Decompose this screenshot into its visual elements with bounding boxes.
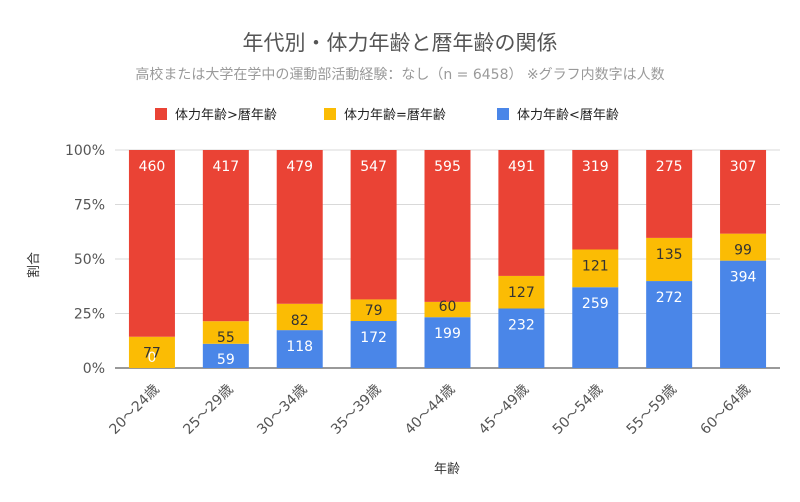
y-tick-label: 50% (74, 252, 105, 268)
bar-segment (202, 343, 249, 368)
y-axis-title: 割合 (26, 252, 42, 278)
bar-segment (276, 150, 323, 304)
bar-segment (350, 321, 397, 368)
chart-title: 年代別・体力年齢と暦年齢の関係 (243, 31, 558, 55)
data-label: 55 (217, 330, 235, 346)
bar-segment (276, 303, 323, 331)
data-label: 460 (139, 159, 166, 175)
x-tick-label: 35～39歳 (328, 382, 384, 438)
x-tick-label: 40～44歳 (402, 382, 458, 438)
data-label: 99 (734, 243, 752, 259)
data-label: 59 (217, 352, 235, 368)
x-tick-label: 25～29歳 (180, 382, 236, 438)
y-tick-label: 75% (74, 198, 105, 214)
bar-segment (202, 321, 249, 344)
bar-segment (424, 317, 471, 368)
bar-segment (572, 150, 619, 250)
bar-segment (720, 233, 767, 261)
data-label: 275 (656, 159, 683, 175)
legend-label: 体力年齢>暦年齢 (175, 108, 277, 123)
x-tick-label: 55～59歳 (624, 382, 680, 438)
bar-segment (498, 275, 545, 309)
legend-label: 体力年齢=暦年齢 (344, 108, 446, 123)
data-label: 77 (143, 346, 161, 362)
data-label: 172 (360, 330, 387, 346)
bar-segment (424, 150, 471, 302)
data-label: 319 (582, 159, 609, 175)
bar-segment (202, 150, 249, 322)
bar-segment (350, 299, 397, 322)
data-label: 417 (212, 159, 239, 175)
bar-segment (720, 150, 767, 234)
y-axis: 0% 25% 50% 75% 100% (65, 143, 105, 377)
bar-segment (646, 281, 693, 368)
legend-swatch (497, 108, 509, 120)
data-label: 307 (730, 159, 757, 175)
legend-swatch (155, 108, 167, 120)
x-tick-label: 50～54歳 (550, 382, 606, 438)
legend-swatch (324, 108, 336, 120)
data-label: 79 (365, 303, 383, 319)
bar-segment (128, 336, 175, 368)
x-tick-label: 60～64歳 (698, 382, 754, 438)
data-label: 479 (286, 159, 313, 175)
bar-segment (646, 237, 693, 282)
data-label: 0 (147, 350, 156, 366)
bar-segment (350, 150, 397, 300)
data-label: 232 (508, 317, 535, 333)
x-tick-label: 45～49歳 (476, 382, 532, 438)
y-tick-label: 25% (74, 307, 105, 323)
y-tick-label: 100% (65, 143, 105, 159)
x-axis-title: 年齢 (434, 462, 460, 477)
x-tick-label: 20～24歳 (106, 382, 162, 438)
data-label: 121 (582, 258, 609, 274)
bar-segment (720, 260, 767, 368)
data-label: 82 (291, 313, 309, 329)
data-label: 118 (286, 339, 313, 355)
data-label: 272 (656, 290, 683, 306)
data-label: 595 (434, 159, 461, 175)
data-label: 127 (508, 285, 535, 301)
x-tick-label: 30～34歳 (254, 382, 310, 438)
data-labels: 077 460 59 55 417 118 82 479 172 79 547 199 60 595 232… (139, 159, 757, 368)
bar-segment (646, 150, 693, 238)
bar-segment (498, 150, 545, 276)
data-label: 547 (360, 159, 387, 175)
legend: 体力年齢>暦年齢 体力年齢=暦年齢 体力年齢<暦年齢 (155, 108, 619, 123)
data-label: 60 (439, 299, 457, 315)
bar-segment (572, 287, 619, 368)
data-label: 491 (508, 159, 535, 175)
data-label: 259 (582, 296, 609, 312)
data-label: 135 (656, 247, 683, 263)
chart-subtitle: 高校または大学在学中の運動部活動経験：なし（n = 6458） ※グラフ内数字は… (135, 66, 664, 83)
bar-segment (424, 301, 471, 318)
legend-label: 体力年齢<暦年齢 (517, 108, 619, 123)
bars (128, 150, 767, 368)
x-axis: 20～24歳 25～29歳 30～34歳 35～39歳 40～44歳 45～49歳 50～5… (106, 382, 753, 438)
bar-segment (276, 330, 323, 368)
bar-segment (498, 308, 545, 368)
bar-segment (572, 249, 619, 288)
y-tick-label: 0% (83, 361, 105, 377)
data-label: 199 (434, 326, 461, 342)
bar-segment (128, 150, 175, 337)
data-label: 394 (730, 270, 757, 286)
